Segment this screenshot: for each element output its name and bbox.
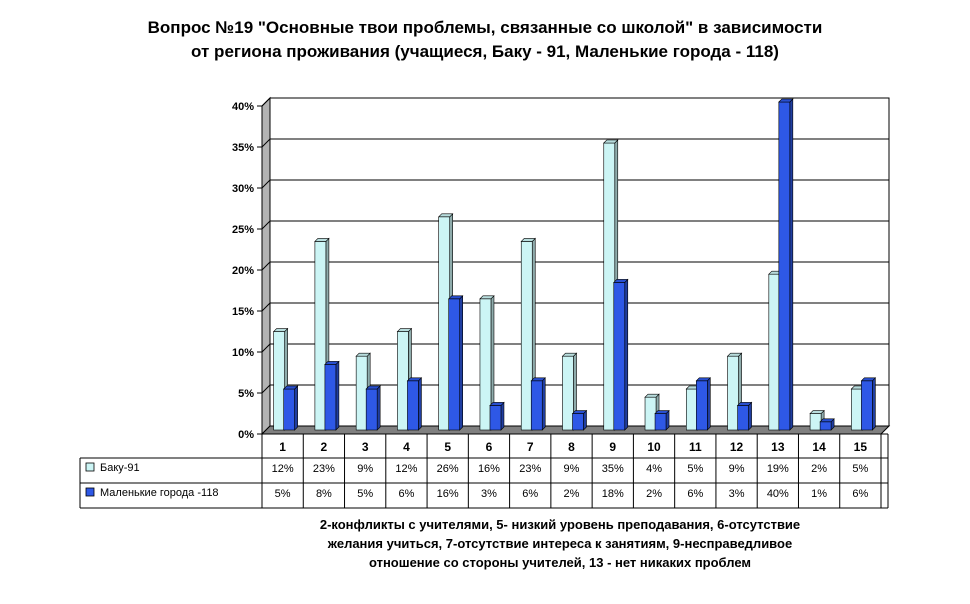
bar-small-towns-5 xyxy=(447,295,464,431)
y-tick-label: 15% xyxy=(232,306,254,318)
y-tick-label: 40% xyxy=(232,101,254,113)
bar-small-towns-15 xyxy=(860,377,877,431)
x-tick-label: 1 xyxy=(279,440,286,454)
x-tick-label: 11 xyxy=(689,440,702,454)
gridline-side xyxy=(261,138,271,148)
x-tick-label: 4 xyxy=(403,440,410,454)
table-value: 6% xyxy=(522,488,538,500)
table-value: 9% xyxy=(564,463,580,475)
table-value: 5% xyxy=(357,488,373,500)
gridline-side xyxy=(261,343,271,353)
table-value: 5% xyxy=(852,463,868,475)
table-value: 6% xyxy=(687,488,703,500)
chart-title: Вопрос №19 "Основные твои проблемы, связ… xyxy=(0,16,970,64)
y-tick-label: 0% xyxy=(238,429,254,441)
gridline-side xyxy=(261,384,271,394)
table-value: 16% xyxy=(478,463,500,475)
x-tick-label: 3 xyxy=(362,440,369,454)
footnote-line-3: отношение со стороны учителей, 13 - нет … xyxy=(368,555,752,570)
x-tick-label: 6 xyxy=(486,440,493,454)
table-value: 18% xyxy=(602,488,624,500)
bar-small-towns-6 xyxy=(489,401,505,431)
table-value: 2% xyxy=(646,488,662,500)
x-tick-label: 12 xyxy=(730,440,744,454)
table-value: 5% xyxy=(687,463,703,475)
table-value: 2% xyxy=(564,488,580,500)
table-value: 9% xyxy=(729,463,745,475)
bar-small-towns-3 xyxy=(365,385,381,431)
x-tick-label: 2 xyxy=(321,440,328,454)
gridline-side xyxy=(261,179,271,189)
y-tick-label: 25% xyxy=(232,224,254,236)
y-tick-label: 20% xyxy=(232,265,254,277)
table-value: 9% xyxy=(357,463,373,475)
table-value: 1% xyxy=(811,488,827,500)
x-tick-label: 9 xyxy=(609,440,616,454)
chart-title-line-2: от региона проживания (учащиеся, Баку - … xyxy=(191,42,779,61)
footnote-line-1: 2-конфликты с учителями, 5- низкий урове… xyxy=(319,517,801,532)
bar-small-towns-11 xyxy=(695,377,712,431)
table-value: 5% xyxy=(275,488,291,500)
bar-small-towns-13 xyxy=(778,98,794,431)
bar-small-towns-4 xyxy=(406,377,423,431)
x-tick-label: 13 xyxy=(771,440,785,454)
x-tick-label: 7 xyxy=(527,440,534,454)
legend-key-small-towns xyxy=(85,487,95,497)
table-value: 3% xyxy=(729,488,745,500)
bar-baku-6 xyxy=(479,295,495,431)
table-value: 12% xyxy=(395,463,417,475)
legend-label-small-towns: Маленькие города -118 xyxy=(100,487,219,499)
table-value: 6% xyxy=(852,488,868,500)
gridline-side xyxy=(261,220,271,230)
table-value: 26% xyxy=(437,463,459,475)
x-tick-label: 15 xyxy=(854,440,868,454)
table-value: 8% xyxy=(316,488,332,500)
table-value: 23% xyxy=(313,463,335,475)
bar-small-towns-14 xyxy=(819,418,835,431)
bar-small-towns-12 xyxy=(736,401,753,431)
x-tick-label: 14 xyxy=(812,440,826,454)
bar-small-towns-1 xyxy=(282,385,299,431)
table-value: 12% xyxy=(272,463,294,475)
bar-small-towns-10 xyxy=(654,409,670,431)
table-value: 35% xyxy=(602,463,624,475)
gridline-side xyxy=(261,97,271,107)
table-value: 6% xyxy=(398,488,414,500)
table-value: 2% xyxy=(811,463,827,475)
table-value: 40% xyxy=(767,488,789,500)
y-tick-label: 10% xyxy=(232,347,254,359)
gridline-side xyxy=(261,302,271,312)
x-tick-label: 8 xyxy=(568,440,575,454)
legend-key-baku xyxy=(85,462,95,472)
chart-title-line-1: Вопрос №19 "Основные твои проблемы, связ… xyxy=(147,18,823,37)
bar-small-towns-8 xyxy=(571,409,588,431)
table-value: 3% xyxy=(481,488,497,500)
footnote-line-2: желания учиться, 7-отсутствие интереса к… xyxy=(327,536,793,551)
bar-small-towns-7 xyxy=(530,377,546,431)
gridline-side xyxy=(261,261,271,271)
bar-small-towns-2 xyxy=(324,360,340,431)
table-value: 19% xyxy=(767,463,789,475)
y-tick-label: 35% xyxy=(232,142,254,154)
y-tick-label: 5% xyxy=(238,388,254,400)
chart-footnote: 2-конфликты с учителями, 5- низкий урове… xyxy=(230,515,890,572)
bar-small-towns-9 xyxy=(613,278,629,431)
x-tick-label: 5 xyxy=(444,440,451,454)
table-value: 16% xyxy=(437,488,459,500)
x-tick-label: 10 xyxy=(647,440,661,454)
y-tick-label: 30% xyxy=(232,183,254,195)
table-value: 23% xyxy=(519,463,541,475)
legend-label-baku: Баку-91 xyxy=(100,462,140,474)
table-value: 4% xyxy=(646,463,662,475)
